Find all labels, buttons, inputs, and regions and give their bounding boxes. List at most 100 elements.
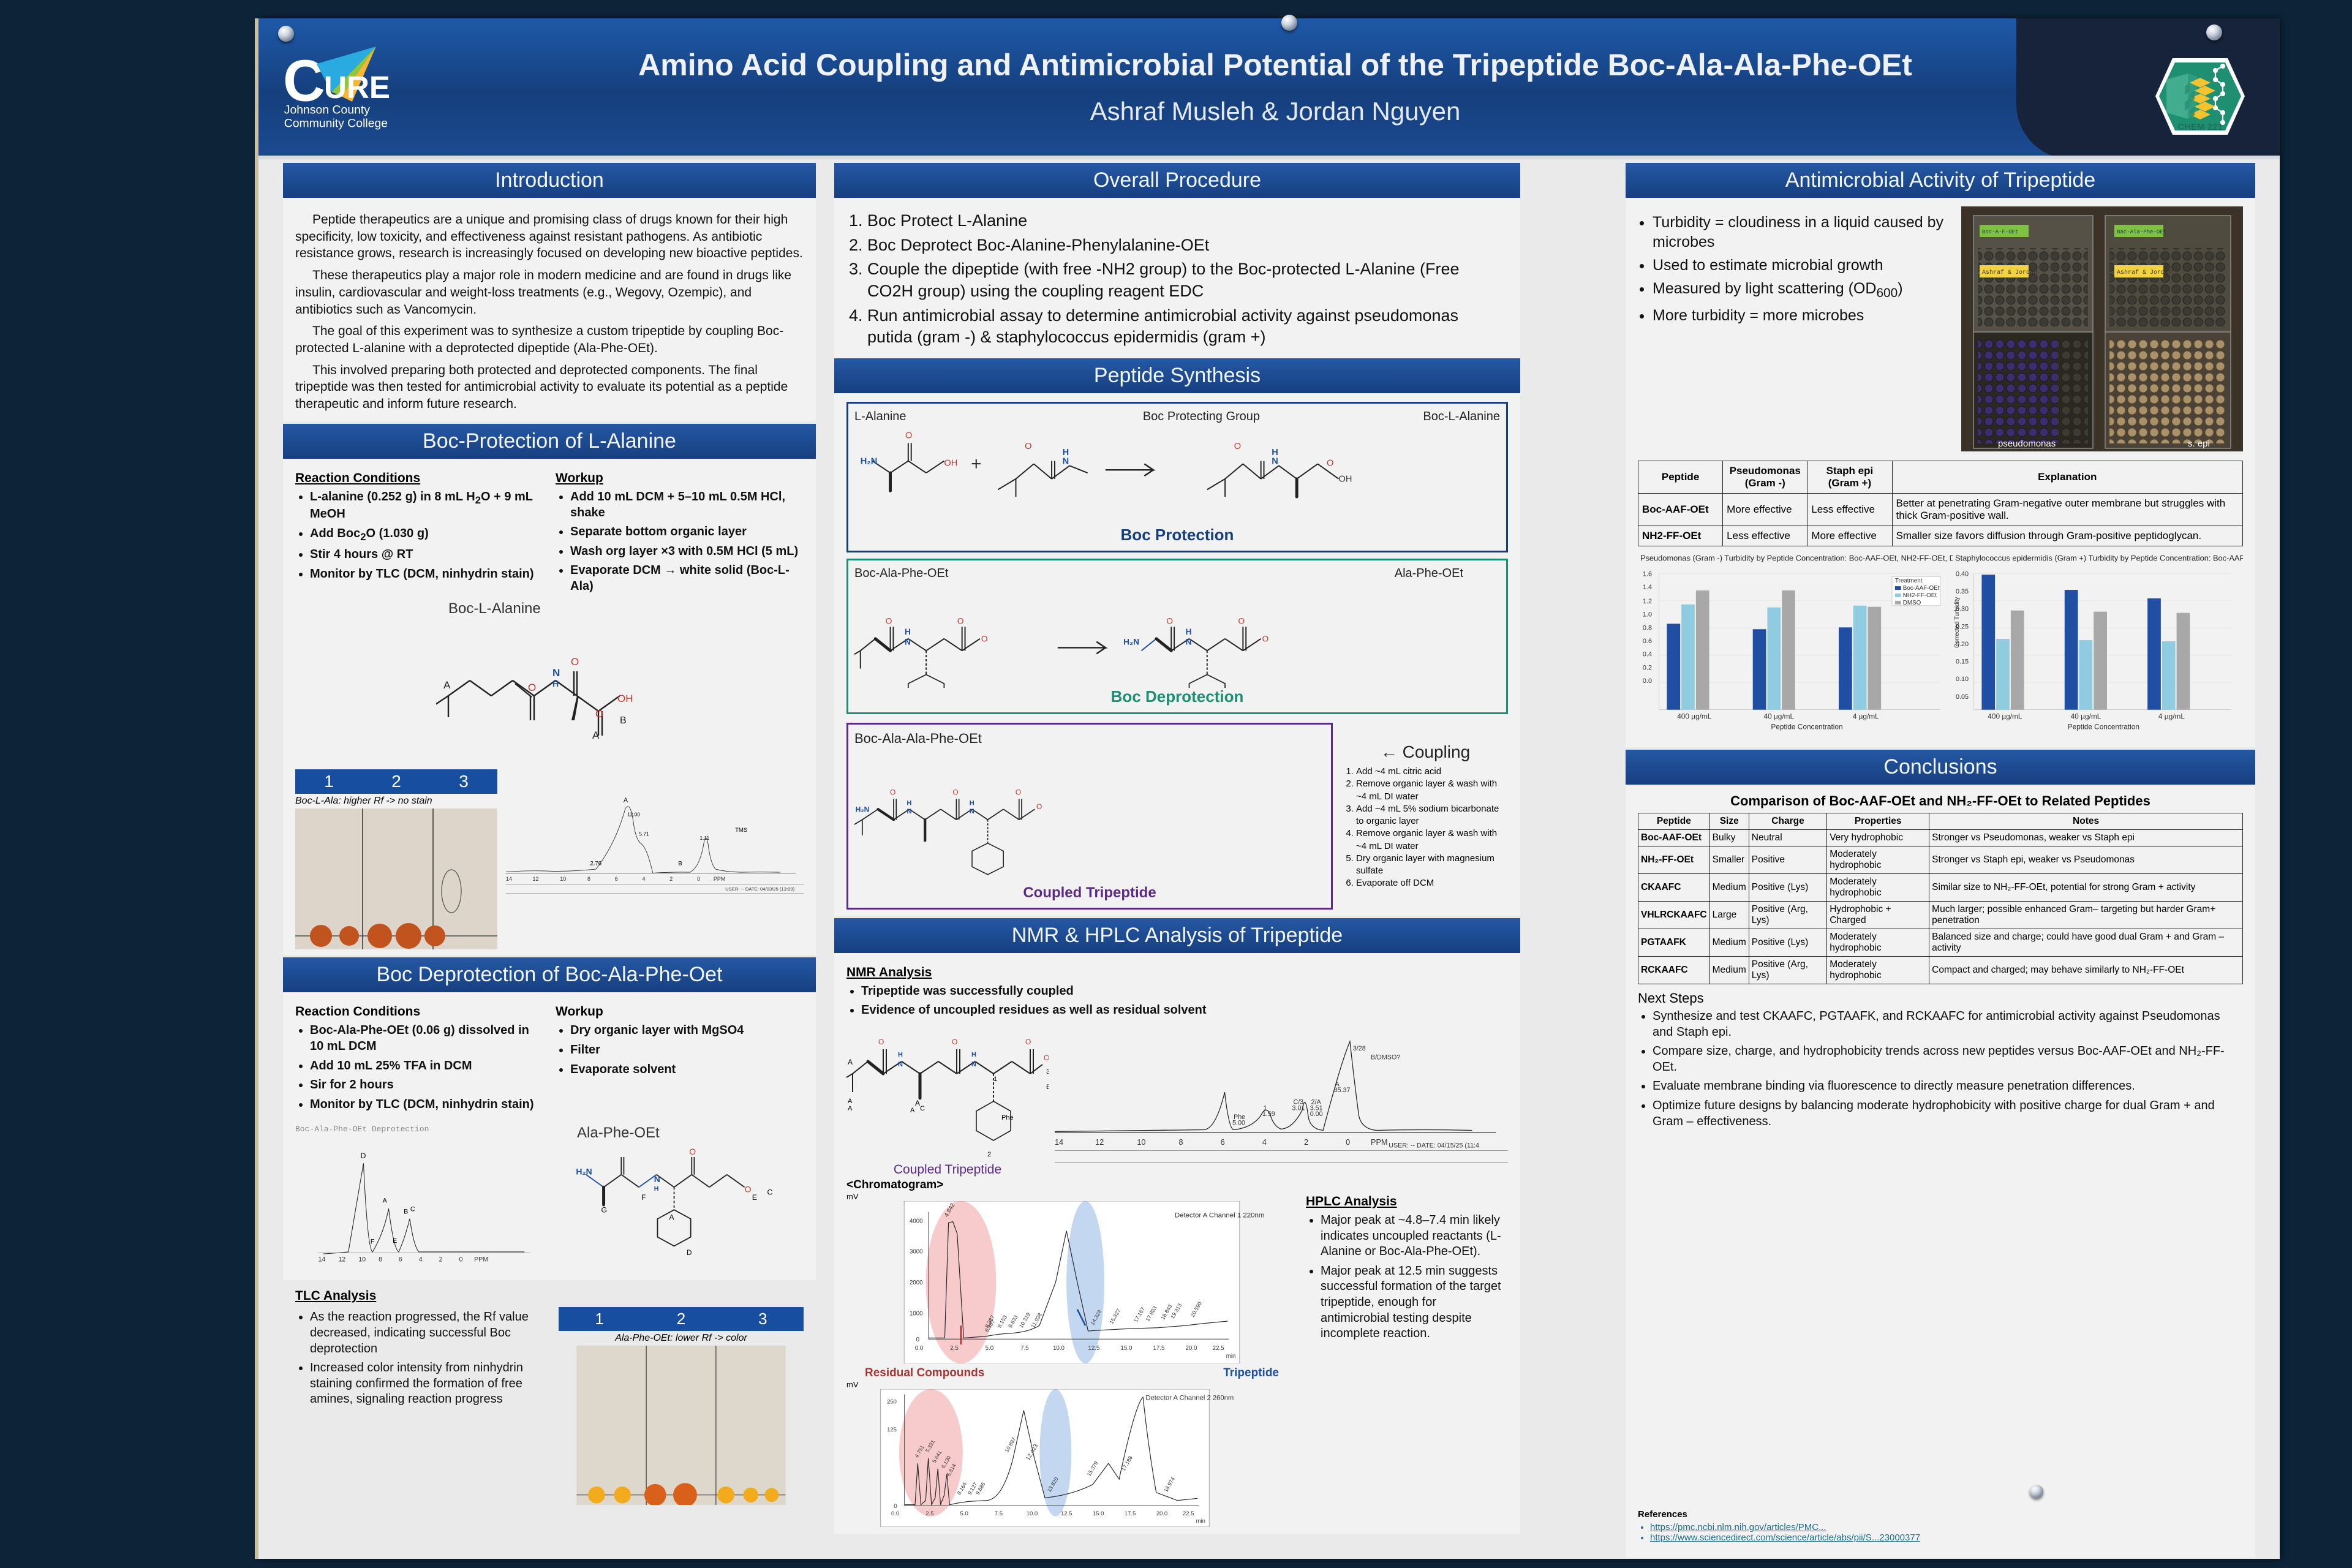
svg-text:B: B [678,861,682,867]
svg-text:0.15: 0.15 [1956,658,1969,666]
svg-text:Corrected Turbidity: Corrected Turbidity [1954,597,1961,648]
svg-text:A: A [383,1197,388,1205]
svg-text:14: 14 [506,876,512,883]
svg-text:A: A [915,1099,920,1107]
svg-text:4: 4 [1262,1138,1267,1147]
svg-text:O: O [1025,1038,1031,1046]
svg-text:B: B [1046,1084,1049,1091]
svg-text:O: O [1262,634,1269,643]
svg-text:USER: -- DATE: 04/03/25 (13:09: USER: -- DATE: 04/03/25 (13:09) [725,887,794,892]
svg-text:O: O [1044,1054,1049,1062]
svg-text:s. epi: s. epi [2188,439,2210,449]
svg-text:O: O [890,788,895,796]
svg-text:Treatment: Treatment [1895,578,1923,584]
svg-text:1.11: 1.11 [700,835,710,841]
svg-text:pseudomonas: pseudomonas [1998,439,2056,449]
svg-text:O: O [952,788,958,796]
svg-text:C: C [767,1188,773,1197]
svg-text:0: 0 [459,1256,463,1264]
svg-text:5.00: 5.00 [1232,1120,1245,1127]
svg-text:H: H [970,799,974,807]
svg-text:O: O [528,682,536,693]
svg-text:N: N [907,808,911,815]
svg-text:NH2-FF-OEt: NH2-FF-OEt [1903,592,1937,599]
svg-text:0.05: 0.05 [1956,693,1969,701]
svg-text:O: O [981,634,988,643]
svg-text:12.5: 12.5 [1061,1510,1072,1517]
svg-text:3: 3 [1046,1068,1049,1076]
svg-text:3000: 3000 [910,1249,923,1256]
svg-text:F: F [371,1238,375,1246]
svg-text:O: O [1327,458,1333,468]
svg-text:2: 2 [1304,1138,1308,1147]
svg-text:H: H [654,1185,659,1193]
svg-text:2: 2 [669,876,673,883]
svg-text:E: E [393,1238,397,1245]
svg-text:TMS: TMS [735,827,747,834]
svg-text:1000: 1000 [910,1310,923,1317]
svg-text:N: N [970,808,974,815]
svg-text:3/28: 3/28 [1353,1045,1366,1052]
svg-text:0.0: 0.0 [891,1510,899,1517]
svg-text:7.5: 7.5 [1020,1345,1029,1352]
svg-text:H: H [905,627,911,636]
svg-text:A: A [624,797,628,805]
svg-text:Ashraf & Jordan: Ashraf & Jordan [1982,269,2037,276]
svg-text:40 µg/mL: 40 µg/mL [2070,712,2101,720]
svg-text:B: B [620,715,627,726]
svg-text:O: O [878,1038,884,1046]
svg-text:12: 12 [338,1256,345,1264]
svg-text:12: 12 [1095,1138,1104,1147]
svg-text:0.4: 0.4 [1643,651,1652,658]
svg-text:PPM: PPM [1371,1138,1387,1147]
svg-text:A: A [592,729,600,741]
svg-text:6: 6 [399,1256,402,1264]
svg-text:Detector A Channel 1 220nm: Detector A Channel 1 220nm [1175,1212,1265,1219]
svg-text:OH: OH [617,693,633,704]
svg-text:0: 0 [1346,1138,1350,1147]
svg-text:10.0: 10.0 [1027,1510,1038,1517]
svg-text:Peptide Concentration: Peptide Concentration [2067,722,2139,731]
svg-text:OH: OH [944,458,957,468]
svg-text:2.5: 2.5 [925,1510,933,1517]
svg-text:PPM: PPM [474,1256,488,1264]
svg-text:O: O [1238,616,1245,625]
svg-text:0.6: 0.6 [1643,638,1652,645]
svg-text:10: 10 [1137,1138,1145,1147]
svg-text:1.59: 1.59 [1262,1110,1275,1118]
svg-text:H₂N: H₂N [1123,637,1139,646]
svg-text:40 µg/mL: 40 µg/mL [1764,712,1795,720]
svg-text:O: O [886,616,892,625]
svg-text:0.10: 0.10 [1956,676,1969,683]
svg-text:Ashraf & Jordan: Ashraf & Jordan [2117,269,2172,276]
svg-text:Staphylococcus epidermidis (Gr: Staphylococcus epidermidis (Gram +) Turb… [1955,554,2243,563]
svg-text:4 µg/mL: 4 µg/mL [2158,712,2185,720]
svg-text:O: O [952,1038,957,1046]
svg-text:0: 0 [894,1503,897,1510]
svg-text:O: O [957,616,964,625]
svg-text:N: N [1272,456,1278,466]
svg-text:4: 4 [419,1256,423,1264]
svg-text:2.5: 2.5 [950,1345,959,1352]
svg-text:5.71: 5.71 [639,831,649,837]
svg-text:H: H [1272,448,1278,458]
svg-text:H: H [971,1051,976,1058]
svg-text:12.5: 12.5 [1088,1345,1100,1352]
svg-text:C: C [920,1105,925,1112]
svg-text:Boc-AAF-OEt: Boc-AAF-OEt [1903,585,1940,592]
svg-text:A: A [910,1107,915,1114]
svg-text:B/DMSO?: B/DMSO? [1371,1054,1400,1061]
svg-text:20.0: 20.0 [1186,1345,1197,1352]
svg-text:D: D [687,1250,692,1257]
svg-text:H₂N: H₂N [856,805,870,813]
svg-text:0: 0 [697,876,700,883]
svg-text:C: C [410,1206,415,1213]
svg-text:14: 14 [318,1256,326,1264]
svg-text:O: O [1166,616,1173,625]
svg-text:O: O [1016,788,1021,796]
svg-text:15.0: 15.0 [1093,1510,1104,1517]
svg-text:Peptide Concentration: Peptide Concentration [1771,722,1842,731]
svg-text:6: 6 [1221,1138,1225,1147]
svg-text:USER: -- DATE: 04/15/25 (11:4: USER: -- DATE: 04/15/25 (11:4 [1389,1142,1479,1150]
svg-text:2.76: 2.76 [590,861,601,867]
